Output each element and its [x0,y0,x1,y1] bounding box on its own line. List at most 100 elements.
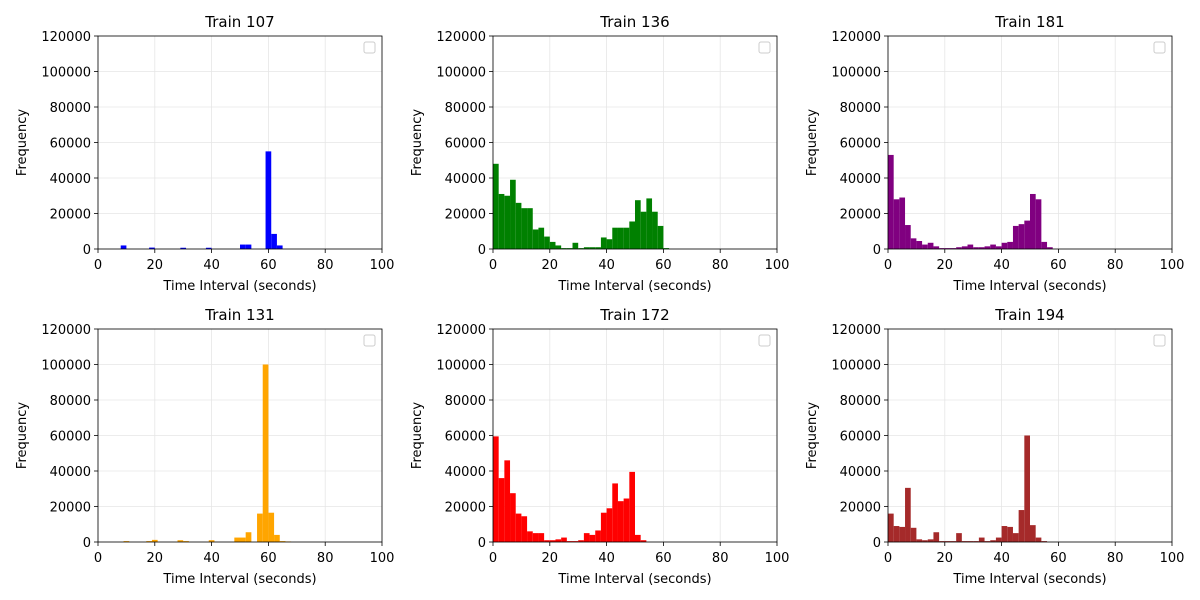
histogram-bar [967,541,974,542]
x-tick-label: 100 [370,258,395,273]
histogram-bar [1047,247,1053,249]
histogram-bar [538,533,545,542]
histogram-bar [990,244,996,249]
x-axis-label: Time Interval (seconds) [162,572,316,587]
histogram-bar [589,534,596,542]
histogram-bar [262,364,269,542]
x-tick-label: 100 [765,551,790,566]
histogram-bar [1041,241,1048,249]
histogram-bar [961,541,968,542]
x-tick-label: 0 [489,258,497,273]
histogram-bar [268,512,275,542]
legend-box [1153,334,1166,347]
histogram-bar [1024,220,1030,249]
x-tick-label: 100 [370,551,395,566]
histogram-bar [510,179,516,249]
y-tick-label: 60000 [50,137,91,152]
x-tick-label: 0 [489,551,497,566]
y-tick-label: 100000 [41,66,91,81]
histogram-bar [640,540,647,542]
histogram-bar [600,512,607,542]
x-tick-label: 100 [1160,551,1185,566]
histogram-bar [245,244,252,249]
histogram-bar [493,163,499,249]
y-tick-label: 40000 [445,172,486,187]
histogram-bar [149,247,155,249]
histogram-bar [606,508,613,542]
y-tick-label: 60000 [445,137,486,152]
x-tick-label: 20 [542,551,559,566]
histogram-bar [527,531,533,542]
x-tick-label: 40 [598,258,615,273]
histogram-bar [510,493,516,542]
x-axis-label: Time Interval (seconds) [162,279,316,294]
y-tick-label: 100000 [831,359,881,374]
x-tick-label: 0 [884,258,892,273]
histogram-bar [1030,193,1036,249]
histogram-bar [555,245,562,249]
histogram-bar [978,247,985,249]
histogram-bar [572,541,579,542]
histogram-bar [623,498,630,542]
histogram-bar [583,247,590,249]
histogram-bar [950,248,957,249]
histogram-bar [183,541,189,542]
y-tick-label: 0 [83,243,91,258]
subplot-0: 0 20 40 60 80 100 0 20000 40000 60000 80000 100000 1… [15,13,394,294]
x-tick-label: 40 [598,551,615,566]
histogram-bar [498,478,505,542]
histogram-bar [617,227,624,249]
x-tick-label: 40 [993,551,1010,566]
legend-box [758,334,771,347]
x-tick-label: 80 [1107,551,1124,566]
histogram-bar [905,487,911,542]
x-tick-label: 0 [94,551,102,566]
histogram-bar [635,200,641,249]
histogram-bar [990,540,996,542]
histogram-bar [572,242,579,249]
x-tick-label: 60 [1050,258,1067,273]
histogram-bar [515,513,522,542]
histogram-bar [180,247,187,249]
histogram-bar [566,248,573,249]
histogram-bar [927,539,934,542]
x-tick-label: 80 [317,258,334,273]
y-tick-label: 60000 [840,430,881,445]
histogram-bar [265,151,272,249]
y-axis-label: Frequency [410,402,425,469]
y-axis-label: Frequency [805,109,820,176]
histogram-bar [1012,225,1019,249]
x-tick-label: 60 [260,258,277,273]
histogram-bar [1018,224,1025,249]
histogram-bar [939,248,945,249]
histogram-bar [1018,510,1025,542]
y-tick-label: 120000 [831,323,881,338]
histogram-bar [177,540,184,542]
histogram-bar [555,539,562,542]
x-tick-label: 0 [94,258,102,273]
y-tick-label: 80000 [840,394,881,409]
x-tick-label: 80 [712,551,729,566]
histogram-bar [527,208,533,249]
histogram-bar [1007,526,1013,542]
histogram-bar [544,236,550,249]
y-tick-label: 120000 [831,30,881,45]
histogram-bar [910,527,917,542]
y-tick-label: 40000 [840,172,881,187]
x-tick-label: 20 [937,258,954,273]
histogram-bar [274,534,280,542]
subplot-title: Train 194 [994,306,1064,324]
x-tick-label: 80 [317,551,334,566]
y-axis-label: Frequency [805,402,820,469]
x-axis-label: Time Interval (seconds) [557,572,711,587]
histogram-bar [893,526,900,542]
histogram-bar [600,237,607,249]
y-tick-label: 20000 [445,501,486,516]
histogram-bar [910,238,917,249]
y-tick-label: 120000 [436,30,486,45]
histogram-bar [276,245,283,249]
y-tick-label: 20000 [50,208,91,223]
subplot-title: Train 172 [599,306,669,324]
histogram-bar [612,483,618,542]
legend-box [1153,41,1166,54]
